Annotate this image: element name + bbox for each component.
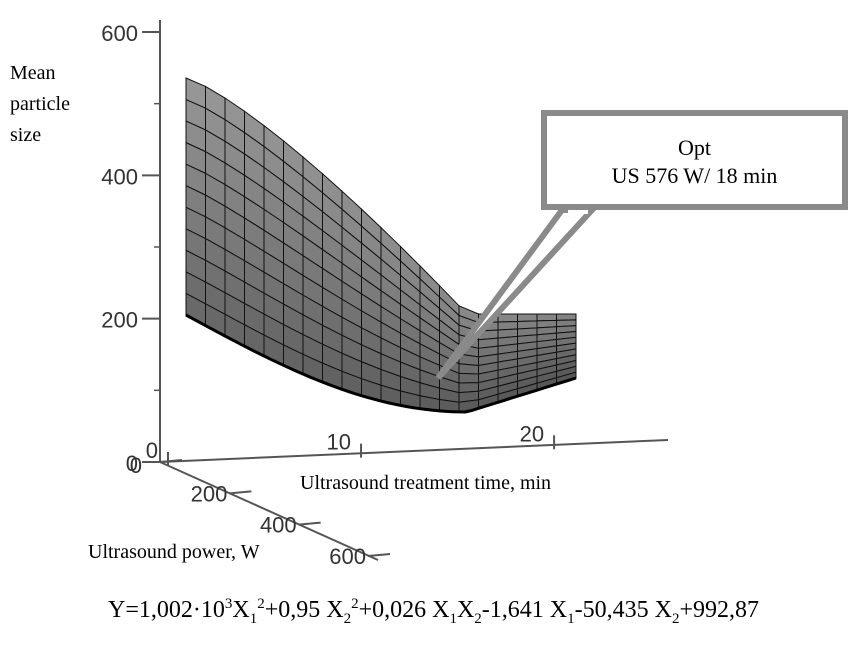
equation-term: X — [456, 597, 475, 623]
callout-title: Opt — [678, 135, 711, 160]
y-tick-mark — [367, 553, 391, 557]
surface-cell — [458, 363, 479, 375]
equation-term: -1,641 X — [481, 597, 568, 623]
z-axis-label: Mean particle size — [10, 58, 130, 151]
x-tick-label: 0 — [146, 438, 158, 463]
z-tick-label: 600 — [101, 21, 138, 46]
equation-superscript: 2 — [351, 596, 359, 612]
equation-subscript: 1 — [449, 610, 457, 627]
surface-mesh — [185, 77, 577, 414]
z-tick-label: 400 — [101, 164, 138, 189]
surface-cell — [497, 313, 518, 323]
y-tick-label: 400 — [260, 513, 297, 538]
equation-superscript: 3 — [224, 596, 233, 612]
equation-subscript: 1 — [567, 610, 575, 627]
y-axis-label: Ultrasound power, W — [88, 541, 260, 563]
axes — [142, 20, 669, 561]
callout-detail: US 576 W/ 18 min — [611, 163, 778, 188]
y-tick-mark — [298, 521, 321, 526]
equation-subscript: 2 — [671, 610, 680, 627]
y-tick-label: 200 — [191, 481, 228, 506]
y-tick-mark — [229, 490, 252, 495]
x-tick-label: 10 — [327, 430, 351, 455]
x-axis-label: Ultrasound treatment time, min — [300, 472, 552, 494]
z-axis-label-line: size — [10, 124, 42, 146]
equation-subscript: 1 — [249, 610, 258, 627]
equation-term: Y=1,002·10 — [108, 597, 225, 623]
surface-cell — [536, 313, 557, 322]
equation-term: +0,95 X — [264, 597, 344, 623]
callout-pointer — [435, 206, 599, 381]
z-tick-label: 0 — [126, 451, 138, 476]
equation-subscript: 2 — [343, 610, 352, 627]
equation-superscript: 2 — [257, 596, 265, 612]
y-tick-mark — [159, 459, 183, 463]
z-tick-label: 200 — [101, 308, 138, 333]
regression-equation: Y=1,002·103X12+0,95 X22+0,026 X1X2-1,641… — [0, 596, 867, 628]
y-tick-label: 600 — [329, 544, 366, 569]
z-axis-label-line: particle — [10, 93, 70, 115]
surface-cell — [458, 372, 479, 384]
equation-term: X — [232, 597, 250, 623]
z-axis-label-line: Mean — [10, 62, 56, 84]
equation-term: +0,026 X — [358, 597, 450, 623]
x-tick-label: 20 — [520, 421, 544, 446]
equation-term: +992,87 — [679, 597, 759, 623]
y-tick-label: 0 — [130, 453, 142, 478]
surface-cell — [517, 313, 538, 322]
surface-front-edge — [185, 313, 577, 414]
optimum-callout: Opt US 576 W/ 18 min — [541, 110, 848, 210]
x-axis-line — [159, 439, 669, 463]
equation-subscript: 2 — [474, 610, 482, 627]
equation-term: -50,435 X — [574, 597, 672, 623]
y-axis-line — [159, 461, 379, 561]
